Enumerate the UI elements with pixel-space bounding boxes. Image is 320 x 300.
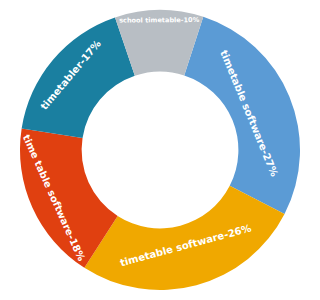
svg-text:timetable software-26%: timetable software-26% [119, 222, 253, 268]
svg-text:timetabler-17%: timetabler-17% [38, 38, 103, 112]
svg-text:timetable software-27%: timetable software-27% [218, 49, 280, 178]
svg-text:time table software-18%: time table software-18% [21, 133, 87, 263]
svg-text:school timetable-10%: school timetable-10% [119, 16, 200, 25]
